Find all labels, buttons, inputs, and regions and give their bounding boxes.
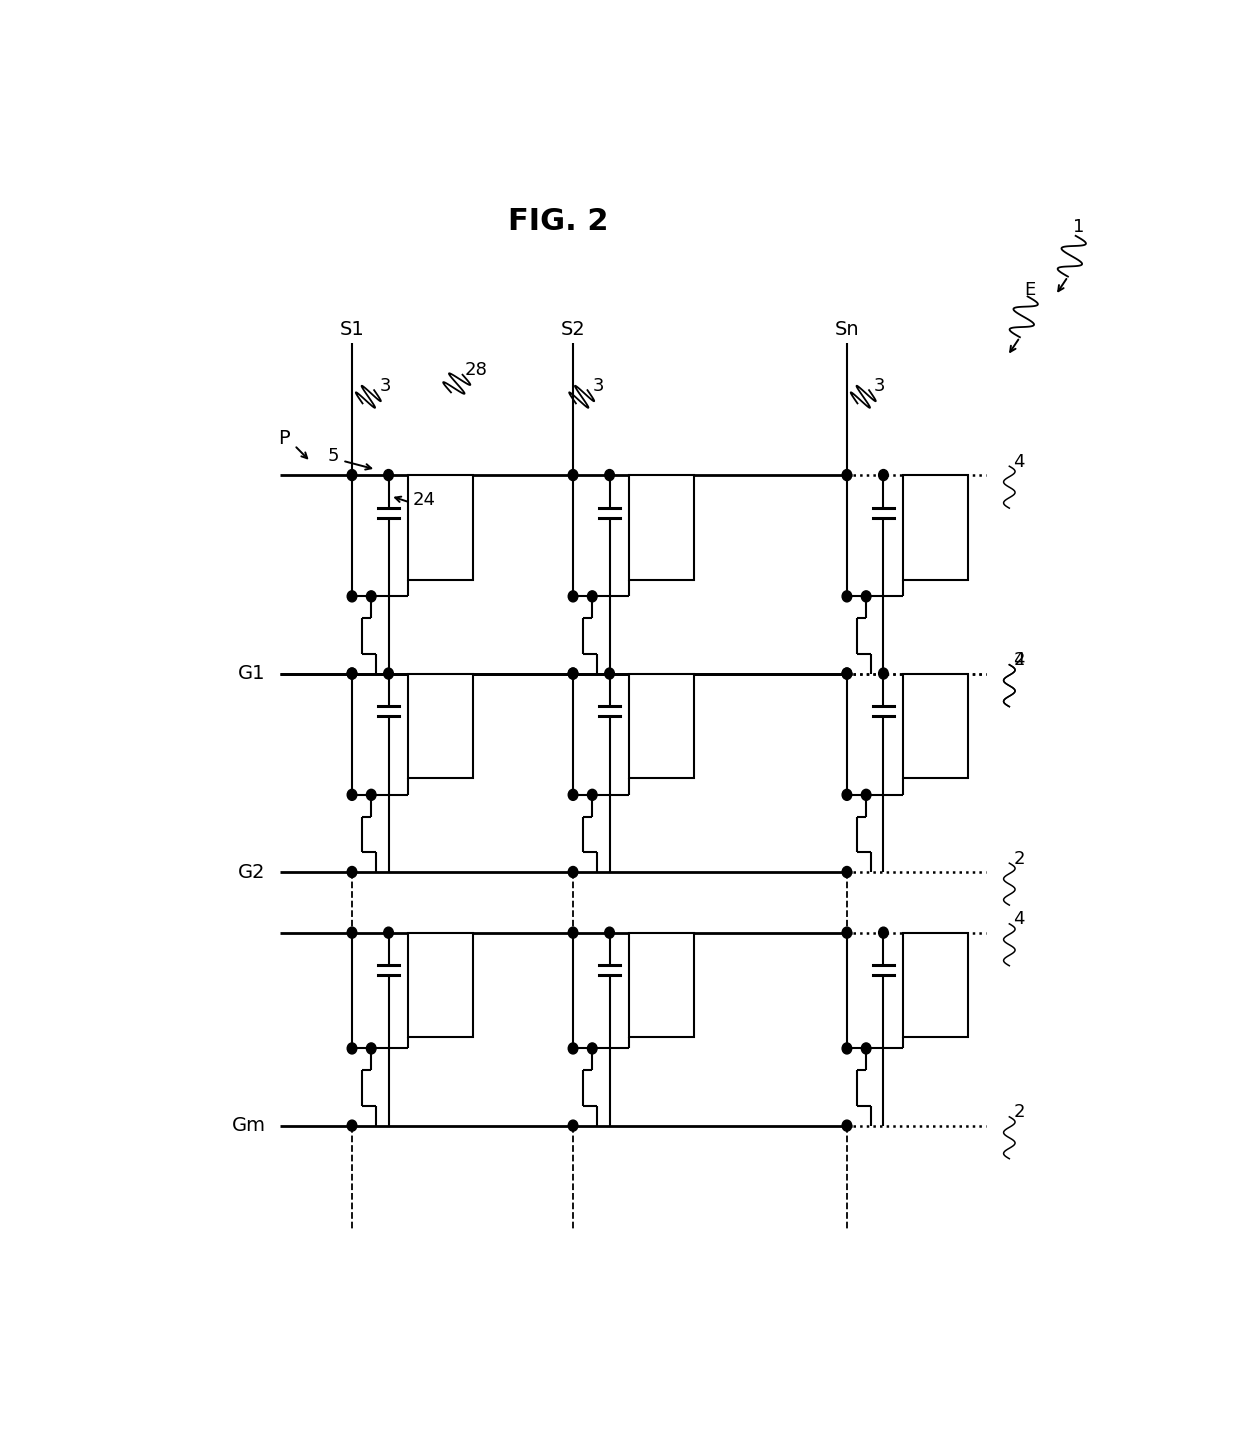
Circle shape	[842, 667, 852, 679]
Circle shape	[347, 1120, 357, 1131]
Bar	[408, 932, 474, 1037]
Circle shape	[347, 927, 357, 938]
Circle shape	[842, 667, 852, 679]
Text: 4: 4	[1013, 652, 1024, 669]
Text: Gm: Gm	[232, 1116, 265, 1136]
Circle shape	[347, 667, 357, 679]
Circle shape	[367, 789, 376, 800]
Text: P: P	[278, 430, 290, 448]
Text: 2: 2	[1013, 652, 1024, 669]
Circle shape	[842, 789, 852, 800]
Circle shape	[862, 1042, 870, 1054]
Circle shape	[605, 927, 614, 938]
Bar	[629, 932, 694, 1037]
Circle shape	[568, 667, 578, 679]
Circle shape	[383, 667, 393, 679]
Text: FIG. 2: FIG. 2	[508, 208, 609, 236]
Circle shape	[568, 866, 578, 878]
Text: 1: 1	[1073, 218, 1084, 236]
Circle shape	[568, 470, 578, 481]
Circle shape	[367, 591, 376, 601]
Circle shape	[383, 927, 393, 938]
Circle shape	[879, 667, 888, 679]
Text: 2: 2	[1013, 849, 1024, 868]
Circle shape	[347, 667, 357, 679]
Circle shape	[347, 789, 357, 800]
Circle shape	[879, 470, 888, 481]
Text: 4: 4	[1013, 911, 1024, 928]
Text: E: E	[1024, 281, 1035, 299]
Text: G1: G1	[238, 664, 265, 683]
Circle shape	[568, 591, 578, 601]
Circle shape	[568, 927, 578, 938]
Text: 28: 28	[465, 361, 487, 379]
Text: 3: 3	[593, 377, 604, 395]
Bar	[408, 673, 474, 778]
Bar	[408, 475, 474, 580]
Text: 4: 4	[1013, 453, 1024, 471]
Circle shape	[347, 470, 357, 481]
Text: S2: S2	[560, 321, 585, 339]
Circle shape	[568, 667, 578, 679]
Circle shape	[383, 470, 393, 481]
Text: 24: 24	[413, 491, 435, 510]
Bar	[903, 475, 968, 580]
Circle shape	[367, 1042, 376, 1054]
Bar	[629, 475, 694, 580]
Circle shape	[605, 470, 614, 481]
Circle shape	[842, 470, 852, 481]
Circle shape	[842, 591, 852, 601]
Circle shape	[842, 866, 852, 878]
Circle shape	[588, 1042, 596, 1054]
Text: Sn: Sn	[835, 321, 859, 339]
Text: 2: 2	[1013, 1104, 1024, 1121]
Circle shape	[347, 591, 357, 601]
Circle shape	[588, 789, 596, 800]
Bar	[903, 932, 968, 1037]
Circle shape	[347, 866, 357, 878]
Circle shape	[842, 1120, 852, 1131]
Circle shape	[862, 591, 870, 601]
Text: 3: 3	[379, 377, 392, 395]
Circle shape	[605, 667, 614, 679]
Text: G2: G2	[238, 862, 265, 882]
Bar	[903, 673, 968, 778]
Circle shape	[568, 1042, 578, 1054]
Circle shape	[568, 1120, 578, 1131]
Circle shape	[347, 1042, 357, 1054]
Circle shape	[879, 927, 888, 938]
Circle shape	[588, 591, 596, 601]
Circle shape	[568, 789, 578, 800]
Text: 5: 5	[329, 447, 340, 465]
Circle shape	[862, 789, 870, 800]
Circle shape	[842, 1042, 852, 1054]
Bar	[629, 673, 694, 778]
Circle shape	[842, 927, 852, 938]
Text: 3: 3	[874, 377, 885, 395]
Text: S1: S1	[340, 321, 365, 339]
